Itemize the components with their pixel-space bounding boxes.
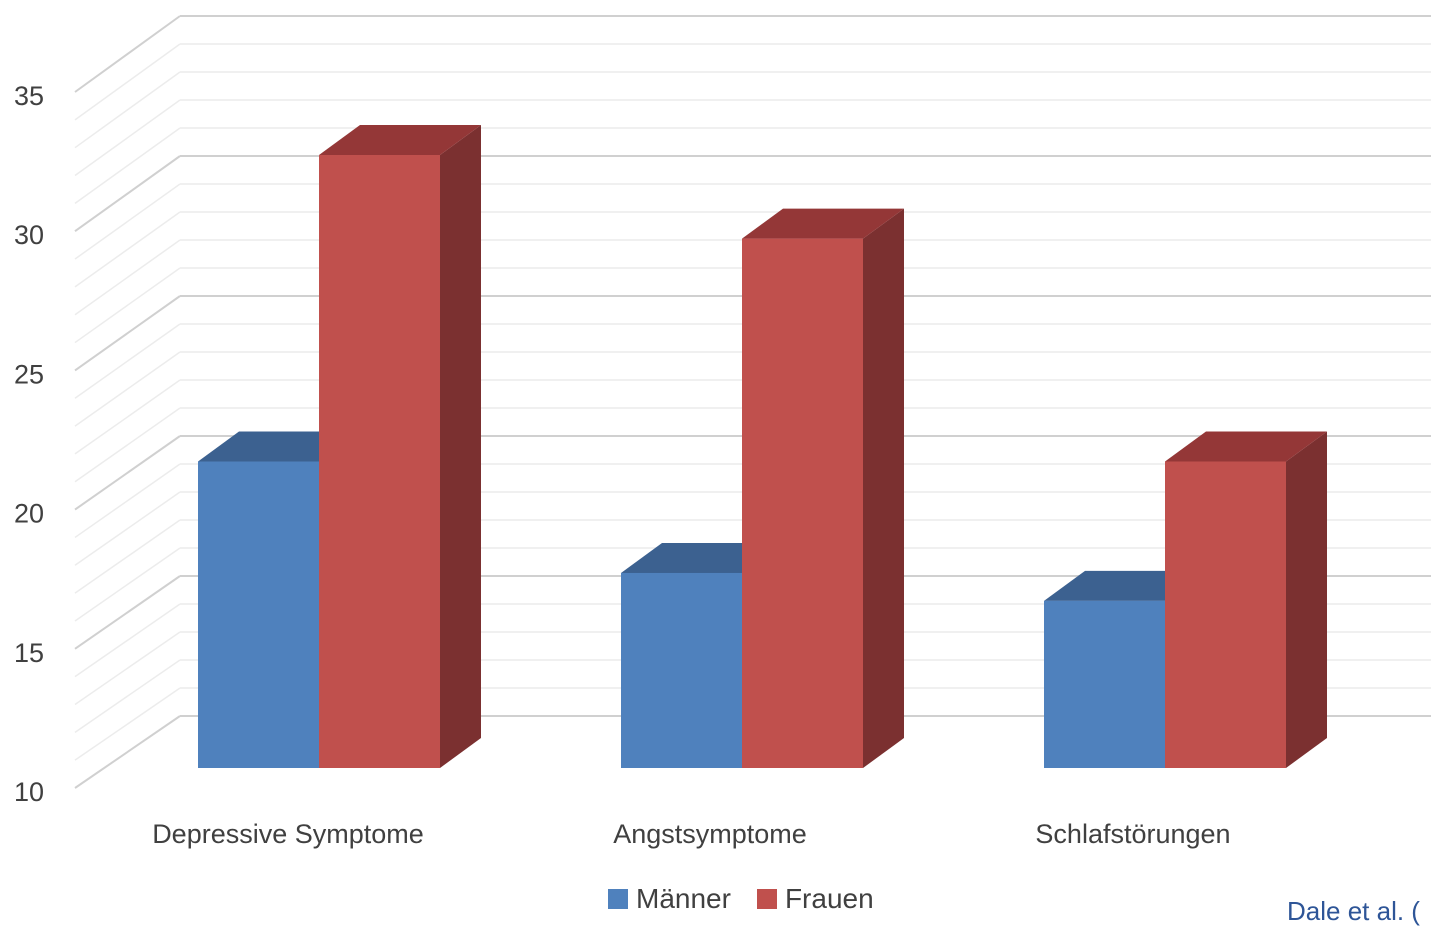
legend-swatch-frauen <box>756 889 777 909</box>
bar-top <box>742 208 904 239</box>
x-axis-labels: Depressive Symptome Angstsymptome Schlafst… <box>152 819 1230 849</box>
bar <box>198 461 319 768</box>
x-category-label: Schlafstörungen <box>1035 819 1230 849</box>
gridline-side <box>74 71 181 149</box>
gridline-side <box>74 239 181 316</box>
y-tick-label: 20 <box>14 499 44 529</box>
legend-item-frauen: Frauen <box>756 883 874 915</box>
bar-side <box>440 125 481 768</box>
y-tick-label: 30 <box>14 220 44 250</box>
gridline-side <box>74 715 181 789</box>
gridline-side <box>74 463 181 539</box>
gridline-side <box>74 211 181 288</box>
legend: Männer Frauen <box>608 883 900 915</box>
gridline-side <box>74 127 181 204</box>
bar-top <box>1165 431 1327 462</box>
gridline-side <box>74 547 181 622</box>
gridline-side <box>74 15 181 93</box>
bar-side <box>1286 431 1327 768</box>
y-tick-label: 25 <box>14 359 44 389</box>
legend-label-frauen: Frauen <box>784 883 874 914</box>
legend-swatch-maenner <box>608 889 628 909</box>
gridline-side <box>74 575 181 650</box>
y-axis-ticks: 10 15 20 25 30 35 <box>14 81 44 807</box>
gridline-side <box>74 323 181 399</box>
legend-item-maenner: Männer <box>608 883 731 915</box>
bar <box>742 238 863 768</box>
citation-link[interactable]: Dale et al. ( <box>1287 896 1420 926</box>
y-tick-label: 15 <box>14 638 44 668</box>
bar-top <box>319 125 481 155</box>
gridline-side <box>74 99 181 177</box>
gridline-side <box>74 491 181 566</box>
gridline-side <box>74 43 181 121</box>
gridline-side <box>74 659 181 733</box>
x-category-label: Angstsymptome <box>613 819 807 849</box>
gridline-side <box>74 183 181 260</box>
gridline-side <box>74 351 181 427</box>
gridline-side <box>74 155 181 233</box>
bar <box>1165 461 1286 768</box>
bars <box>198 125 1327 768</box>
bar <box>319 155 440 768</box>
gridline-side <box>74 687 181 761</box>
gridline-side <box>74 267 181 344</box>
gridline-side <box>74 407 181 483</box>
x-category-label: Depressive Symptome <box>152 819 424 849</box>
bar-side <box>863 208 904 768</box>
gridline-side <box>74 379 181 455</box>
y-tick-label: 10 <box>14 777 44 807</box>
gridline-side <box>74 631 181 706</box>
bar <box>621 572 742 768</box>
gridline-side <box>74 435 181 511</box>
y-tick-label: 35 <box>14 81 44 111</box>
legend-label-maenner: Männer <box>636 883 731 914</box>
bar <box>1044 600 1165 768</box>
gridline-side <box>74 603 181 678</box>
gridline-side <box>74 295 181 372</box>
gridline-side <box>74 519 181 594</box>
